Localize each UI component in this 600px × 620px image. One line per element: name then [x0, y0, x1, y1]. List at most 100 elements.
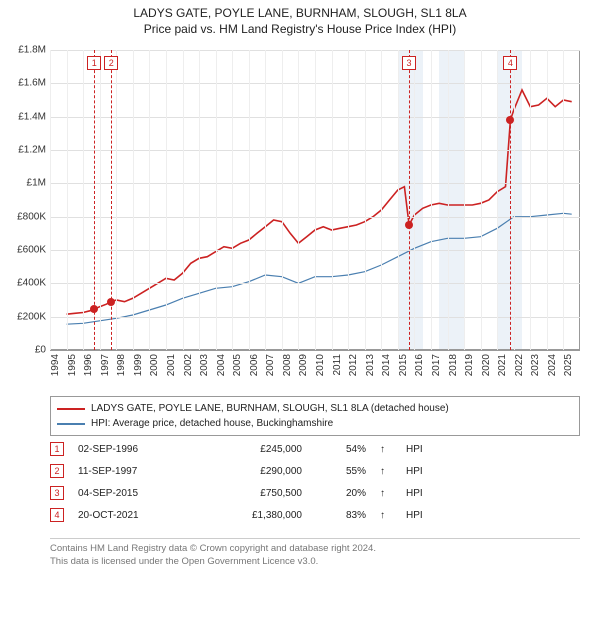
transaction-date: 11-SEP-1997: [78, 466, 188, 477]
x-tick-label: 2001: [166, 354, 177, 384]
gridline: [563, 50, 564, 350]
y-tick-label: £0: [2, 345, 46, 356]
gridline: [298, 50, 299, 350]
x-tick-label: 2004: [216, 354, 227, 384]
footer: Contains HM Land Registry data © Crown c…: [50, 538, 580, 569]
x-tick-label: 1995: [67, 354, 78, 384]
gridline: [448, 50, 449, 350]
transaction-pct: 54%: [316, 444, 366, 455]
gridline: [365, 50, 366, 350]
x-tick-label: 2011: [332, 354, 343, 384]
x-tick-label: 2022: [514, 354, 525, 384]
transaction-index: 3: [50, 486, 64, 500]
chart-container: LADYS GATE, POYLE LANE, BURNHAM, SLOUGH,…: [0, 0, 600, 620]
x-tick-label: 2008: [282, 354, 293, 384]
y-tick-label: £1.6M: [2, 78, 46, 89]
x-tick-label: 2000: [149, 354, 160, 384]
x-tick-label: 1996: [83, 354, 94, 384]
gridline: [183, 50, 184, 350]
x-tick-label: 2020: [481, 354, 492, 384]
transaction-row: 304-SEP-2015£750,50020%↑HPI: [50, 482, 580, 504]
y-tick-label: £1.2M: [2, 145, 46, 156]
y-tick-label: £400K: [2, 278, 46, 289]
event-marker-dot: [107, 298, 115, 306]
x-tick-label: 2009: [298, 354, 309, 384]
gridline: [414, 50, 415, 350]
x-tick-label: 2015: [398, 354, 409, 384]
title-block: LADYS GATE, POYLE LANE, BURNHAM, SLOUGH,…: [0, 0, 600, 36]
gridline: [497, 50, 498, 350]
legend-label: HPI: Average price, detached house, Buck…: [91, 418, 333, 429]
y-tick-label: £600K: [2, 245, 46, 256]
legend-label: LADYS GATE, POYLE LANE, BURNHAM, SLOUGH,…: [91, 403, 449, 414]
x-tick-label: 2003: [199, 354, 210, 384]
x-tick-label: 1994: [50, 354, 61, 384]
legend-swatch: [57, 423, 85, 425]
chart-area: £0£200K£400K£600K£800K£1M£1.2M£1.4M£1.6M…: [50, 50, 580, 350]
transaction-date: 20-OCT-2021: [78, 510, 188, 521]
event-marker-dot: [90, 305, 98, 313]
transaction-date: 02-SEP-1996: [78, 444, 188, 455]
gridline: [249, 50, 250, 350]
gridline: [116, 50, 117, 350]
gridline: [232, 50, 233, 350]
transaction-price: £1,380,000: [202, 510, 302, 521]
x-tick-label: 2025: [563, 354, 574, 384]
gridline: [398, 50, 399, 350]
transaction-row: 211-SEP-1997£290,00055%↑HPI: [50, 460, 580, 482]
transaction-pct: 55%: [316, 466, 366, 477]
x-tick-label: 1999: [133, 354, 144, 384]
transaction-ref: HPI: [406, 488, 423, 499]
y-tick-label: £1.8M: [2, 45, 46, 56]
y-tick-label: £1.4M: [2, 111, 46, 122]
gridline: [50, 350, 580, 351]
gridline: [149, 50, 150, 350]
arrow-up-icon: ↑: [380, 444, 392, 455]
transaction-price: £290,000: [202, 466, 302, 477]
transaction-index: 2: [50, 464, 64, 478]
y-tick-label: £800K: [2, 211, 46, 222]
gridline: [514, 50, 515, 350]
transaction-index: 1: [50, 442, 64, 456]
arrow-up-icon: ↑: [380, 466, 392, 477]
gridline: [100, 50, 101, 350]
gridline: [216, 50, 217, 350]
transactions-table: 1 02-SEP-1996 £245,000 54% ↑ HPI 2 11-SEP-1997 £…: [50, 438, 580, 526]
legend-row: HPI: Average price, detached house, Buck…: [57, 416, 573, 431]
x-tick-label: 1998: [116, 354, 127, 384]
event-marker-label: 3: [402, 56, 416, 70]
x-tick-label: 2017: [431, 354, 442, 384]
gridline: [166, 50, 167, 350]
gridline: [67, 50, 68, 350]
event-marker-label: 4: [503, 56, 517, 70]
legend-swatch: [57, 408, 85, 410]
transaction-price: £245,000: [202, 444, 302, 455]
event-marker-line: [409, 50, 410, 350]
transaction-date: 04-SEP-2015: [78, 488, 188, 499]
x-tick-label: 2016: [414, 354, 425, 384]
x-tick-label: 2010: [315, 354, 326, 384]
gridline: [315, 50, 316, 350]
transaction-row: 102-SEP-1996£245,00054%↑HPI: [50, 438, 580, 460]
title-line2: Price paid vs. HM Land Registry's House …: [0, 22, 600, 36]
arrow-up-icon: ↑: [380, 510, 392, 521]
gridline: [530, 50, 531, 350]
transaction-price: £750,500: [202, 488, 302, 499]
legend-row: LADYS GATE, POYLE LANE, BURNHAM, SLOUGH,…: [57, 401, 573, 416]
x-tick-label: 2014: [381, 354, 392, 384]
x-tick-label: 2007: [265, 354, 276, 384]
gridline: [265, 50, 266, 350]
transaction-row: 420-OCT-2021£1,380,00083%↑HPI: [50, 504, 580, 526]
gridline: [282, 50, 283, 350]
x-tick-label: 2018: [448, 354, 459, 384]
x-tick-label: 2023: [530, 354, 541, 384]
series-line-hpi: [67, 213, 572, 324]
footer-line2: This data is licensed under the Open Gov…: [50, 556, 580, 569]
x-tick-label: 2013: [365, 354, 376, 384]
gridline: [50, 50, 51, 350]
gridline: [348, 50, 349, 350]
gridline: [431, 50, 432, 350]
y-tick-label: £200K: [2, 311, 46, 322]
gridline: [133, 50, 134, 350]
x-tick-label: 2021: [497, 354, 508, 384]
